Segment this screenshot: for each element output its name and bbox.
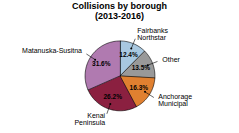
svg-text:26.2%: 26.2% bbox=[103, 93, 122, 100]
svg-text:AnchorageMunicipal: AnchorageMunicipal bbox=[158, 93, 192, 108]
svg-text:FairbanksNorthstar: FairbanksNorthstar bbox=[137, 27, 168, 41]
svg-text:Other: Other bbox=[162, 56, 180, 63]
svg-text:13.5%: 13.5% bbox=[132, 64, 151, 71]
html-text:Collisions by borough (2013-20: Collisions by borough (2013-2016) bbox=[72, 1, 167, 21]
svg-text:12.4%: 12.4% bbox=[119, 51, 138, 58]
svg-text:Matanuska-Susitna: Matanuska-Susitna bbox=[22, 47, 82, 54]
svg-text:31.6%: 31.6% bbox=[92, 60, 111, 67]
svg-text:KenaiPeninsula: KenaiPeninsula bbox=[74, 112, 105, 126]
svg-text:16.3%: 16.3% bbox=[130, 84, 149, 91]
